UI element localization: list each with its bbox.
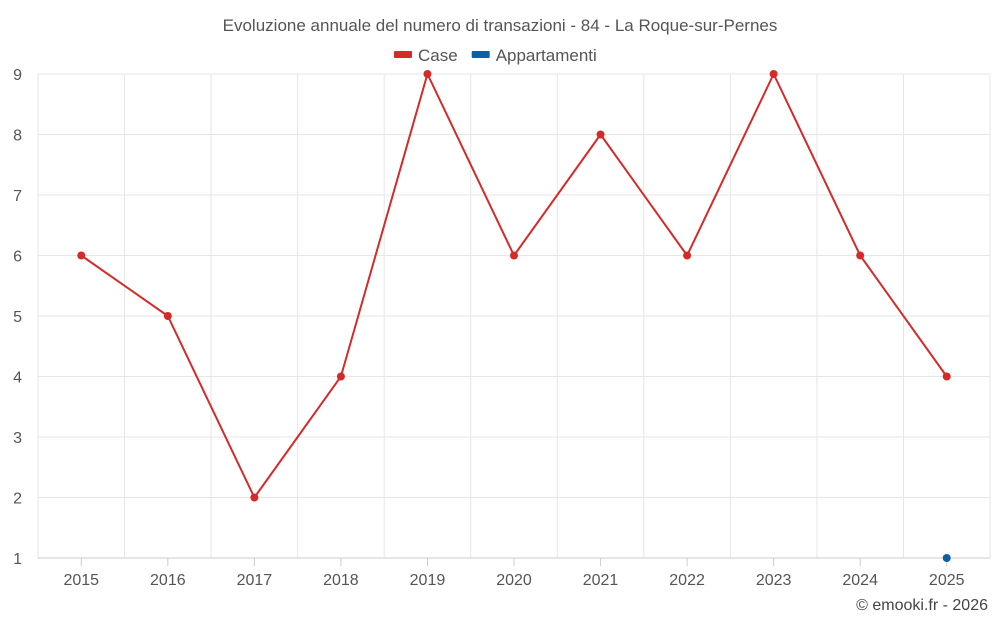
data-point-case (77, 251, 86, 260)
data-point-case (250, 493, 259, 502)
x-tick-label: 2021 (583, 572, 619, 589)
y-tick-label: 7 (13, 188, 22, 205)
x-tick-label: 2023 (756, 572, 792, 589)
legend-swatch-case[interactable] (394, 51, 412, 58)
legend-label-case[interactable]: Case (418, 46, 458, 65)
x-tick-label: 2024 (842, 572, 878, 589)
legend: Case Appartamenti (394, 46, 597, 65)
x-tick-label: 2016 (150, 572, 186, 589)
credit-text: © emooki.fr - 2026 (856, 597, 988, 614)
grid (37, 73, 991, 558)
data-point-case (683, 251, 692, 260)
legend-swatch-appartamenti[interactable] (471, 51, 490, 58)
x-tick-label: 2018 (323, 572, 359, 589)
x-tick-label: 2020 (496, 572, 532, 589)
y-tick-label: 4 (13, 370, 22, 387)
y-tick-label: 8 (13, 128, 22, 145)
data-point-case (856, 251, 865, 260)
y-tick-label: 6 (13, 249, 22, 266)
y-tick-label: 2 (13, 491, 22, 508)
series-layer (77, 70, 951, 562)
axes: 1 2 3 4 5 6 7 8 9 2015 2016 2017 2018 2019 2020 2021 202… (13, 67, 990, 589)
y-tick-label: 9 (13, 67, 22, 84)
x-tick-label: 2019 (410, 572, 446, 589)
y-tick-label: 3 (13, 430, 22, 447)
data-point-case (769, 70, 778, 78)
y-tick-label: 1 (13, 551, 22, 568)
x-tick-label: 2015 (63, 572, 99, 589)
x-tick-label: 2025 (929, 572, 965, 589)
data-point-case (942, 372, 951, 381)
data-point-case (596, 130, 605, 139)
legend-label-appartamenti[interactable]: Appartamenti (496, 46, 597, 65)
data-point-appartamenti (942, 554, 951, 562)
data-point-case (336, 372, 345, 381)
chart-title: Evoluzione annuale del numero di transaz… (223, 16, 778, 35)
data-point-case (510, 251, 518, 260)
data-point-case (423, 70, 432, 78)
x-tick-label: 2022 (669, 572, 705, 589)
y-tick-label: 5 (13, 309, 22, 326)
x-tick-label: 2017 (237, 572, 273, 589)
data-point-case (163, 312, 172, 320)
